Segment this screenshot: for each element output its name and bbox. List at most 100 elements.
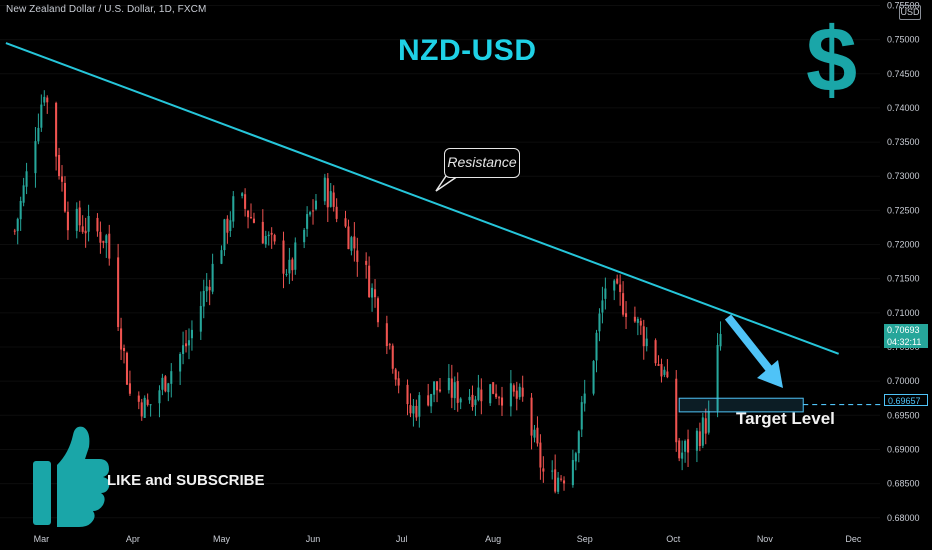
candles (13, 90, 722, 495)
currency-badge[interactable]: USD (899, 5, 921, 20)
candle-body (137, 395, 140, 402)
candle-body (436, 381, 439, 391)
callout-pointer (435, 175, 459, 192)
candle-body (179, 353, 182, 372)
candle-body (557, 477, 560, 492)
candle-body (719, 334, 722, 347)
last-price-tag: 0.70693 (884, 324, 928, 336)
candle-body (16, 218, 19, 232)
candle-body (353, 236, 356, 249)
candle-body (474, 399, 477, 406)
candle-body (311, 210, 315, 212)
y-tick-label: 0.75000 (887, 35, 920, 45)
candle-body (187, 340, 191, 346)
x-tick-label: Nov (757, 534, 774, 544)
candle-body (625, 313, 628, 317)
candle-body (78, 207, 81, 226)
candle-body (427, 395, 430, 406)
candle-body (232, 196, 235, 222)
candle-body (636, 318, 639, 323)
candle-body (37, 127, 40, 142)
candle-body (660, 364, 663, 377)
y-tick-label: 0.68000 (887, 513, 920, 523)
candle-body (149, 404, 152, 406)
candle-body (642, 326, 645, 347)
candle-body (447, 378, 450, 391)
candle-body (241, 193, 244, 196)
candle-body (645, 338, 648, 347)
candle-body (704, 418, 707, 434)
candle-body (170, 371, 173, 384)
resistance-trendline (5, 42, 840, 355)
candle-body (684, 440, 687, 452)
candle-body (450, 378, 453, 398)
candle-body (164, 376, 167, 392)
candle-body (415, 405, 418, 418)
candle-body (247, 210, 250, 218)
candle-body (81, 226, 84, 232)
candle-body (282, 240, 285, 274)
candle-body (480, 389, 483, 402)
candle-body (19, 200, 22, 220)
cta-text: LIKE and SUBSCRIBE (107, 472, 265, 489)
candle-body (368, 265, 371, 298)
candle-body (13, 230, 16, 232)
candle-body (365, 260, 368, 265)
x-tick-label: Jun (306, 534, 321, 544)
candle-body (453, 382, 456, 399)
candle-body (102, 240, 105, 243)
candle-body (40, 104, 43, 128)
candle-body (698, 431, 701, 447)
grid (0, 4, 880, 519)
x-axis: Mar Apr May Jun Jul Aug Sep Oct Nov Dec (34, 534, 862, 544)
candle-body (613, 280, 616, 291)
candle-body (182, 345, 185, 354)
candle-body (580, 402, 583, 430)
candle-body (409, 405, 412, 414)
symbol-title: New Zealand Dollar / U.S. Dollar, 1D, FX… (6, 4, 207, 15)
candle-body (261, 221, 264, 244)
candle-body (695, 430, 698, 451)
candle-body (687, 439, 690, 453)
candle-body (335, 206, 338, 219)
candle-body (574, 453, 577, 462)
candle-body (562, 480, 566, 484)
candle-body (716, 344, 719, 411)
candle-body (388, 344, 391, 346)
candle-body (530, 397, 533, 436)
candle-body (619, 284, 622, 292)
thumb-cuff (33, 461, 51, 525)
candle-body (108, 233, 111, 259)
candle-body (633, 316, 636, 322)
candle-body (707, 410, 710, 433)
candle-body (128, 383, 131, 394)
x-tick-label: Apr (126, 534, 140, 544)
x-tick-label: Aug (485, 534, 501, 544)
candle-body (60, 176, 64, 182)
candle-body (190, 329, 193, 339)
candle-body (598, 313, 601, 332)
x-tick-label: Mar (34, 534, 50, 544)
candle-body (622, 293, 625, 315)
candle-body (666, 371, 669, 378)
candle-body (406, 384, 409, 405)
candle-body (347, 226, 350, 250)
candle-body (433, 381, 436, 395)
candle-body (571, 460, 574, 486)
dollar-icon: $ (806, 9, 858, 111)
candle-body (58, 155, 61, 177)
candle-body (418, 395, 421, 417)
candle-body (202, 290, 205, 307)
candle-body (264, 236, 267, 245)
candle-body (394, 369, 397, 380)
candle-body (185, 343, 188, 347)
candle-body (374, 289, 377, 298)
candle-body (560, 478, 563, 480)
candle-body (639, 320, 642, 326)
candle-body (604, 288, 607, 299)
candle-body (267, 234, 270, 237)
candle-body (140, 402, 143, 417)
y-tick-label: 0.74500 (887, 69, 920, 79)
